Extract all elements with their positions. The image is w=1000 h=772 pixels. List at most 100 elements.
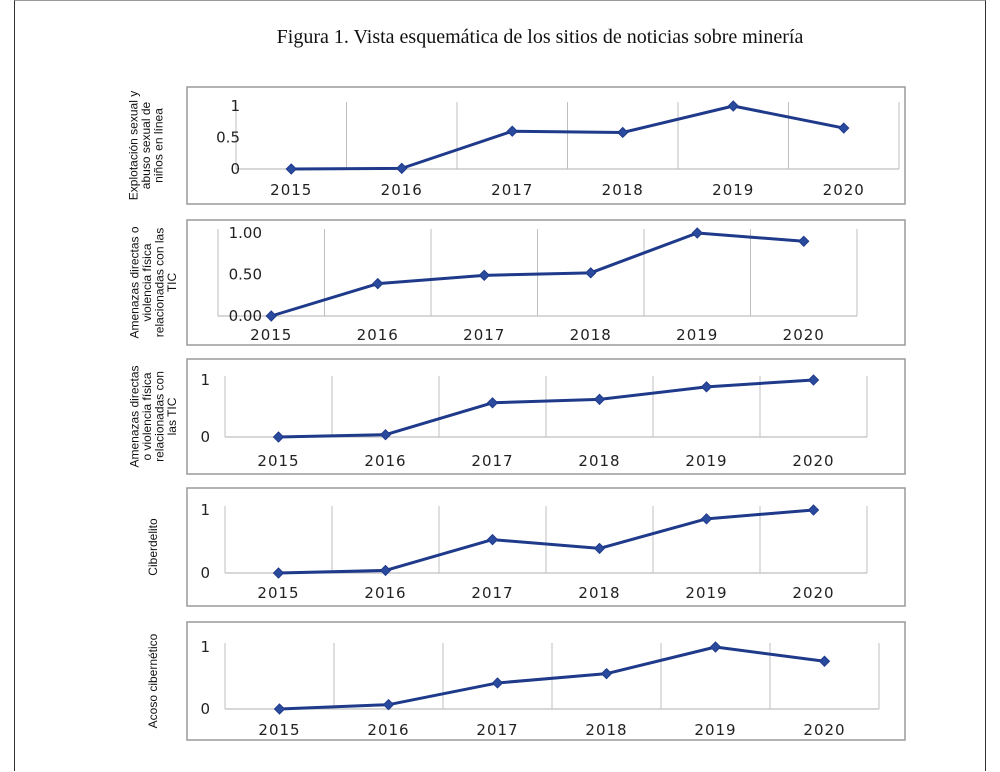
y-axis-label-line: TIC <box>165 273 179 293</box>
x-tick-label: 2015 <box>258 721 300 739</box>
y-axis-label-line: violencia física <box>140 243 154 321</box>
y-axis-label: Amenazas directaso violencia físicarelac… <box>127 365 179 467</box>
x-tick-label: 2020 <box>792 452 834 470</box>
x-tick-label: 2015 <box>250 326 292 344</box>
x-tick-label: 2017 <box>476 721 518 739</box>
series-line <box>278 378 814 439</box>
x-tick-label: 2015 <box>270 181 312 199</box>
data-point <box>379 429 392 441</box>
data-point <box>478 269 490 282</box>
y-tick-label: 1 <box>200 638 210 656</box>
data-point <box>593 393 606 406</box>
data-point <box>273 703 286 715</box>
x-tick-label: 2018 <box>602 181 644 199</box>
x-tick-label: 2019 <box>685 452 727 470</box>
y-axis-label-line: Ciberdelito <box>146 518 160 576</box>
data-point <box>798 235 810 248</box>
x-tick-label: 2016 <box>364 584 406 602</box>
y-axis-label-line: Amenazas directas <box>127 365 141 467</box>
y-axis-label-line: o violencia física <box>140 372 154 460</box>
x-tick-label: 2020 <box>823 181 865 199</box>
x-tick-label: 2020 <box>783 326 825 344</box>
y-axis-label-line: Amenazas directas o <box>127 226 141 338</box>
data-point <box>818 655 831 667</box>
data-point <box>272 567 285 579</box>
x-tick-label: 2017 <box>471 584 513 602</box>
y-axis-label: Amenazas directas oviolencia físicarelac… <box>127 226 179 338</box>
y-axis-label-line: abuso sexual de <box>139 101 153 189</box>
y-axis-label-line: niños en línea <box>152 108 166 183</box>
data-point <box>700 513 713 525</box>
figure-frame <box>14 0 986 771</box>
x-tick-label: 2019 <box>712 181 754 199</box>
data-point <box>272 431 285 443</box>
y-tick-label: 1 <box>200 501 210 519</box>
y-tick-label: 0 <box>230 160 240 178</box>
x-tick-label: 2016 <box>381 181 423 199</box>
data-point <box>691 227 703 239</box>
data-point <box>700 381 713 393</box>
y-tick-label: 0.5 <box>216 129 240 147</box>
x-tick-label: 2018 <box>570 326 612 344</box>
data-point <box>379 564 392 577</box>
x-tick-label: 2019 <box>694 721 736 739</box>
data-point <box>486 397 499 409</box>
data-point <box>600 667 613 680</box>
figure-title: Figura 1. Vista esquemática de los sitio… <box>276 26 804 48</box>
x-tick-label: 2015 <box>257 584 299 602</box>
y-axis-label-line: relacionadas con <box>152 371 166 462</box>
y-tick-label: 0.50 <box>229 266 262 284</box>
y-axis-label-line: Acoso cibernético <box>146 633 160 728</box>
series-line <box>270 231 804 318</box>
y-tick-label: 0.00 <box>229 307 262 325</box>
data-point <box>506 125 518 137</box>
data-point <box>709 641 722 653</box>
x-tick-label: 2015 <box>257 452 299 470</box>
data-point <box>265 310 277 322</box>
x-tick-label: 2016 <box>357 326 399 344</box>
data-point <box>491 677 504 689</box>
data-point <box>838 122 850 134</box>
data-point <box>617 126 629 139</box>
chart-frame-1 <box>186 86 906 205</box>
series-line <box>279 645 825 711</box>
y-tick-label: 1.00 <box>229 224 262 242</box>
y-tick-label: 0 <box>200 564 210 582</box>
x-tick-label: 2018 <box>578 584 620 602</box>
x-tick-label: 2017 <box>463 326 505 344</box>
x-tick-label: 2018 <box>578 452 620 470</box>
data-point <box>593 542 606 555</box>
series-line <box>278 508 814 575</box>
y-tick-label: 0 <box>200 428 210 446</box>
x-tick-label: 2017 <box>491 181 533 199</box>
data-point <box>807 504 820 516</box>
x-tick-label: 2020 <box>792 584 834 602</box>
y-axis-label: Ciberdelito <box>146 518 160 576</box>
y-tick-label: 1 <box>230 97 240 115</box>
x-tick-label: 2019 <box>676 326 718 344</box>
y-axis-label: Explotación sexual yabuso sexual deniños… <box>127 91 166 200</box>
y-axis-label: Acoso cibernético <box>146 633 160 728</box>
data-point <box>727 100 739 112</box>
x-tick-label: 2016 <box>364 452 406 470</box>
chart-frame-5 <box>186 621 906 741</box>
data-point <box>396 162 408 175</box>
data-point <box>585 267 597 279</box>
y-tick-label: 1 <box>200 371 210 389</box>
data-point <box>372 277 384 290</box>
y-axis-label-line: Explotación sexual y <box>127 91 141 200</box>
data-point <box>807 374 820 386</box>
x-tick-label: 2017 <box>471 452 513 470</box>
x-tick-label: 2016 <box>367 721 409 739</box>
y-axis-label-line: relacionadas con las <box>152 228 166 337</box>
series-line <box>291 104 845 171</box>
x-tick-label: 2019 <box>685 584 727 602</box>
data-point <box>486 533 499 546</box>
data-point <box>285 163 297 175</box>
x-tick-label: 2018 <box>585 721 627 739</box>
x-tick-label: 2020 <box>803 721 845 739</box>
y-axis-label-line: las TIC <box>165 397 179 435</box>
data-point <box>382 698 395 711</box>
y-tick-label: 0 <box>200 700 210 718</box>
